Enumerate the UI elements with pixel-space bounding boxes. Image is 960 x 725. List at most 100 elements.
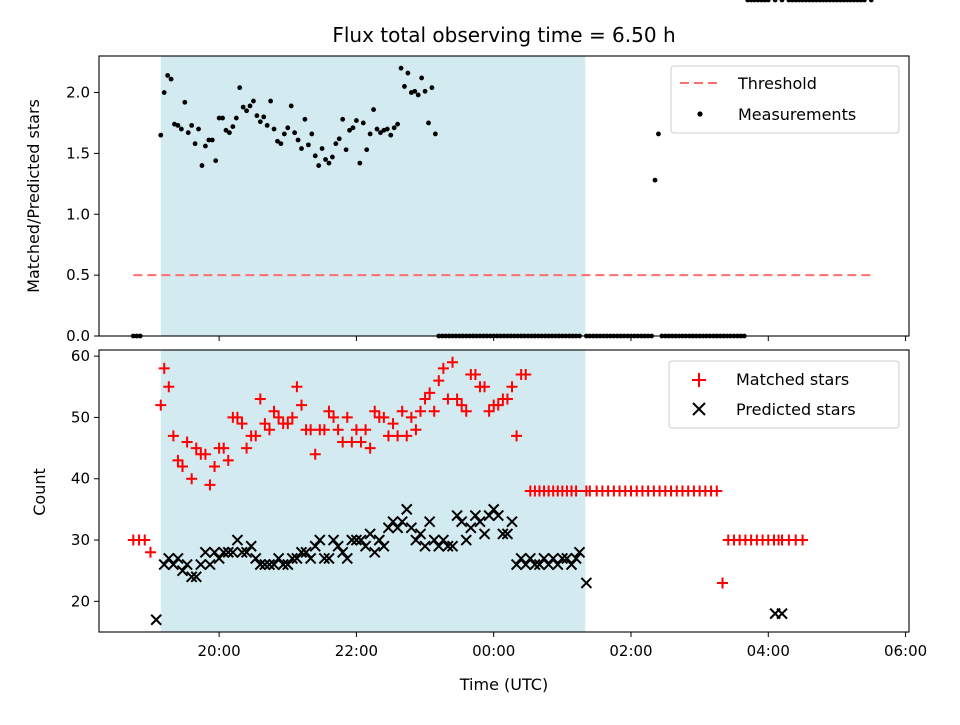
measurement-point bbox=[323, 157, 328, 162]
matched-star-point bbox=[447, 356, 459, 368]
predicted-star-point bbox=[414, 528, 427, 540]
x-tick-label: 06:00 bbox=[884, 642, 927, 660]
measurement-point bbox=[765, 0, 771, 3]
measurement-point bbox=[247, 103, 253, 109]
predicted-star-point bbox=[176, 564, 189, 577]
matched-star-point bbox=[469, 369, 481, 381]
measurement-point bbox=[343, 147, 349, 153]
matched-star-point bbox=[428, 405, 440, 417]
matched-star-point bbox=[364, 442, 376, 454]
measurement-point bbox=[319, 146, 325, 151]
count-y-axis-label: Count bbox=[30, 468, 49, 516]
predicted-star-point bbox=[263, 558, 276, 571]
predicted-star-point bbox=[573, 546, 586, 559]
ratio-y-tick-label: 1.5 bbox=[66, 144, 90, 162]
predicted-star-point bbox=[382, 522, 395, 534]
measurement-point bbox=[278, 141, 284, 147]
predicted-star-point bbox=[419, 540, 431, 552]
measurement-point bbox=[251, 98, 256, 104]
matched-star-point bbox=[355, 436, 367, 448]
predicted-star-point bbox=[309, 540, 321, 552]
matched-star-point bbox=[282, 418, 294, 430]
predicted-star-point bbox=[222, 546, 234, 559]
predicted-star-point bbox=[401, 503, 413, 516]
measurement-point bbox=[395, 121, 401, 127]
predicted-star-point bbox=[277, 558, 289, 571]
measurement-point bbox=[158, 132, 164, 138]
predicted-star-point bbox=[336, 546, 349, 559]
measurement-point bbox=[178, 126, 184, 132]
matched-star-point bbox=[199, 448, 211, 460]
measurement-point bbox=[240, 104, 246, 110]
matched-star-point bbox=[360, 424, 372, 436]
predicted-star-point bbox=[547, 552, 559, 565]
measurement-point bbox=[216, 115, 222, 121]
matched-star-point bbox=[414, 405, 426, 417]
legend-predicted-swatch bbox=[692, 402, 706, 416]
measurement-point bbox=[227, 130, 232, 136]
x-tick-label: 20:00 bbox=[198, 642, 241, 660]
predicted-star-point bbox=[396, 515, 408, 528]
measurement-point bbox=[202, 143, 208, 149]
matched-star-point bbox=[506, 381, 518, 393]
measurement-point bbox=[268, 98, 274, 104]
predicted-star-point bbox=[428, 534, 440, 546]
predicted-star-point bbox=[405, 522, 418, 534]
measurement-point bbox=[378, 130, 383, 136]
count-y-tick-label: 60 bbox=[71, 347, 90, 365]
measurement-point bbox=[271, 126, 277, 132]
measurement-point bbox=[302, 116, 308, 122]
matched-star-point bbox=[797, 534, 809, 546]
predicted-star-point bbox=[350, 534, 363, 546]
matched-star-point bbox=[332, 424, 344, 436]
matched-star-point bbox=[378, 411, 390, 423]
matched-star-point bbox=[177, 460, 189, 472]
measurement-point bbox=[329, 154, 335, 160]
matched-star-point bbox=[209, 460, 221, 472]
measurement-point bbox=[374, 126, 380, 132]
count-y-tick-label: 40 bbox=[71, 470, 90, 488]
observing-span-bottom bbox=[160, 350, 586, 632]
predicted-star-point bbox=[250, 552, 262, 565]
count-panel: 20 30 40 50 60 20:00 22:00 00:00 02:00 04:00 06:0… bbox=[30, 347, 927, 694]
ratio-legend: Threshold Measurements bbox=[670, 65, 900, 134]
predicted-star-point bbox=[561, 552, 573, 565]
legend-measurements-swatch bbox=[697, 111, 703, 117]
predicted-star-point bbox=[254, 558, 267, 571]
measurement-point bbox=[230, 124, 236, 130]
predicted-star-point bbox=[245, 540, 257, 552]
predicted-star-point bbox=[524, 552, 537, 565]
predicted-star-point bbox=[204, 558, 216, 571]
matched-star-point bbox=[401, 430, 413, 442]
matched-star-point bbox=[328, 411, 340, 423]
measurement-point bbox=[429, 85, 435, 91]
measurement-point bbox=[168, 76, 174, 82]
predicted-star-point bbox=[465, 522, 477, 534]
measurement-point bbox=[652, 177, 658, 183]
matched-star-point bbox=[717, 577, 729, 589]
predicted-star-point bbox=[369, 546, 381, 559]
predicted-star-point bbox=[286, 552, 299, 565]
measurement-point bbox=[360, 120, 366, 126]
predicted-star-point bbox=[359, 540, 372, 552]
matched-star-point bbox=[190, 442, 202, 454]
matched-star-point bbox=[711, 485, 723, 497]
predicted-star-point bbox=[208, 546, 221, 559]
ratio-panel-frame bbox=[98, 55, 910, 337]
x-tick-label: 02:00 bbox=[609, 642, 652, 660]
measurement-point bbox=[299, 146, 304, 151]
predicted-star-point bbox=[423, 515, 436, 528]
predicted-star-point bbox=[172, 552, 184, 565]
measurement-point bbox=[185, 130, 191, 136]
predicted-star-point bbox=[410, 534, 422, 546]
x-tick-label: 00:00 bbox=[472, 642, 515, 660]
matched-star-point bbox=[456, 399, 468, 411]
ratio-y-tick-label: 0.5 bbox=[66, 266, 90, 284]
matched-star-point bbox=[218, 442, 230, 454]
matched-star-point bbox=[405, 411, 417, 423]
predicted-star-point bbox=[529, 558, 541, 571]
measurement-point bbox=[333, 141, 339, 147]
matched-star-point bbox=[309, 448, 321, 460]
matched-star-points bbox=[128, 356, 809, 589]
predicted-star-point bbox=[510, 558, 523, 571]
